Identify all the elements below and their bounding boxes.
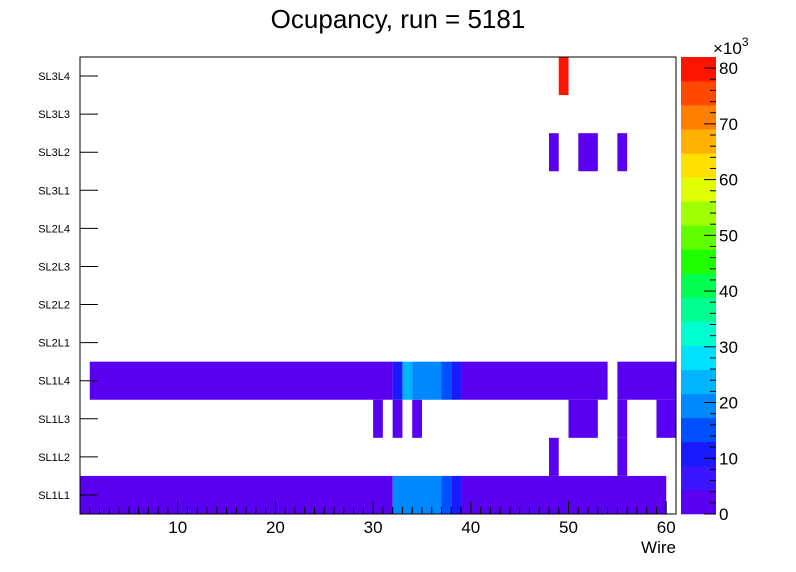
z-tick-label-50: 50 [719,226,738,245]
color-scale-multiplier-base: ×10 [713,39,742,58]
x-axis-tick-labels: 10 20 30 40 50 60 [168,518,675,537]
color-scale-ticks: 0 10 20 30 40 50 60 70 80 [704,59,738,524]
heatmap-cell-sl1l3 [656,399,676,438]
color-scale-segment [681,369,716,395]
z-tick-label-10: 10 [719,449,738,468]
heatmap-cell-sl3l2 [548,133,559,172]
heatmap-cell-sl1l2 [548,437,559,476]
z-tick-label-40: 40 [719,282,738,301]
color-scale-multiplier-exponent: 3 [742,35,749,49]
heatmap-cell-sl1l1 [441,475,452,514]
z-tick-label-20: 20 [719,394,738,413]
heatmap-cell-sl1l3 [392,399,403,438]
heatmap-cell-sl1l4 [392,361,403,400]
z-tick-label-70: 70 [719,115,738,134]
color-scale-segment [681,249,716,274]
heatmap-cell-sl1l4 [617,361,676,400]
heatmap-cell-sl1l2 [617,437,628,476]
y-tick-label-sl1l2: SL1L2 [38,452,70,464]
color-scale-segment [681,489,716,515]
heatmap-cell-sl1l4 [89,361,393,400]
x-axis-label: Wire [641,538,676,557]
plot-frame [79,56,677,515]
color-scale-segment [681,321,716,346]
heatmap-cell-sl1l3 [412,399,422,438]
y-tick-label-sl1l3: SL1L3 [38,414,70,426]
y-tick-label-sl1l4: SL1L4 [38,376,70,388]
z-tick-label-0: 0 [719,505,728,524]
heatmap-cell-sl3l2 [617,133,628,172]
heatmap-cell-sl1l4 [402,361,413,400]
heatmap-cell-sl1l1 [392,475,442,514]
color-scale-segment [681,225,716,250]
y-tick-label-sl3l4: SL3L4 [38,71,70,83]
y-tick-label-sl2l1: SL2L1 [38,338,70,350]
heatmap-cell-sl1l3 [617,399,628,438]
y-tick-label-sl2l2: SL2L2 [38,300,70,312]
y-tick-label-sl2l4: SL2L4 [38,223,70,235]
color-scale-segment [681,177,716,202]
heatmap-cell-sl1l3 [373,399,383,438]
y-tick-label-sl3l3: SL3L3 [38,109,70,121]
x-tick-label-30: 30 [364,518,383,537]
heatmap-cell-sl1l4 [451,361,462,400]
color-scale-segment [681,297,716,322]
z-tick-label-80: 80 [719,59,738,78]
y-tick-label-sl1l1: SL1L1 [38,490,70,502]
y-tick-label-sl3l2: SL3L2 [38,147,70,159]
chart-title: Ocupancy, run = 5181 [271,4,526,34]
heatmap-cell-sl3l4 [558,57,569,96]
x-tick-label-20: 20 [266,518,285,537]
heatmap-cell-sl1l1 [451,475,462,514]
color-scale-segment [681,105,716,130]
x-tick-label-10: 10 [168,518,187,537]
y-tick-label-sl3l1: SL3L1 [38,185,70,197]
x-axis-ticks [89,501,677,514]
x-tick-label-40: 40 [461,518,480,537]
color-scale-segment [681,417,716,443]
z-tick-label-30: 30 [719,338,738,357]
x-tick-label-60: 60 [657,518,676,537]
heatmap-cell-sl1l4 [441,361,452,400]
heatmap-cells [80,57,676,514]
color-scale-segment [681,393,716,419]
color-scale-segment [681,129,716,154]
color-scale-segment [681,57,716,82]
y-axis-labels: SL1L1 SL1L2 SL1L3 SL1L4 SL2L1 SL2L2 SL2L3 SL2L4… [38,71,70,502]
color-scale-multiplier: ×103 [713,35,749,58]
heatmap-cell-sl1l3 [568,399,598,438]
y-tick-label-sl2l3: SL2L3 [38,261,70,273]
color-scale-segment [681,441,716,467]
color-scale-bar [681,57,716,515]
x-tick-label-50: 50 [559,518,578,537]
y-axis-ticks [80,75,98,496]
z-tick-label-60: 60 [719,171,738,190]
heatmap-cell-sl3l2 [578,133,598,172]
heatmap-cell-sl1l1 [461,475,667,514]
heatmap-cell-sl1l4 [412,361,442,400]
color-scale-segment [681,465,716,491]
heatmap-cell-sl1l4 [461,361,608,400]
color-scale-segment [681,273,716,298]
